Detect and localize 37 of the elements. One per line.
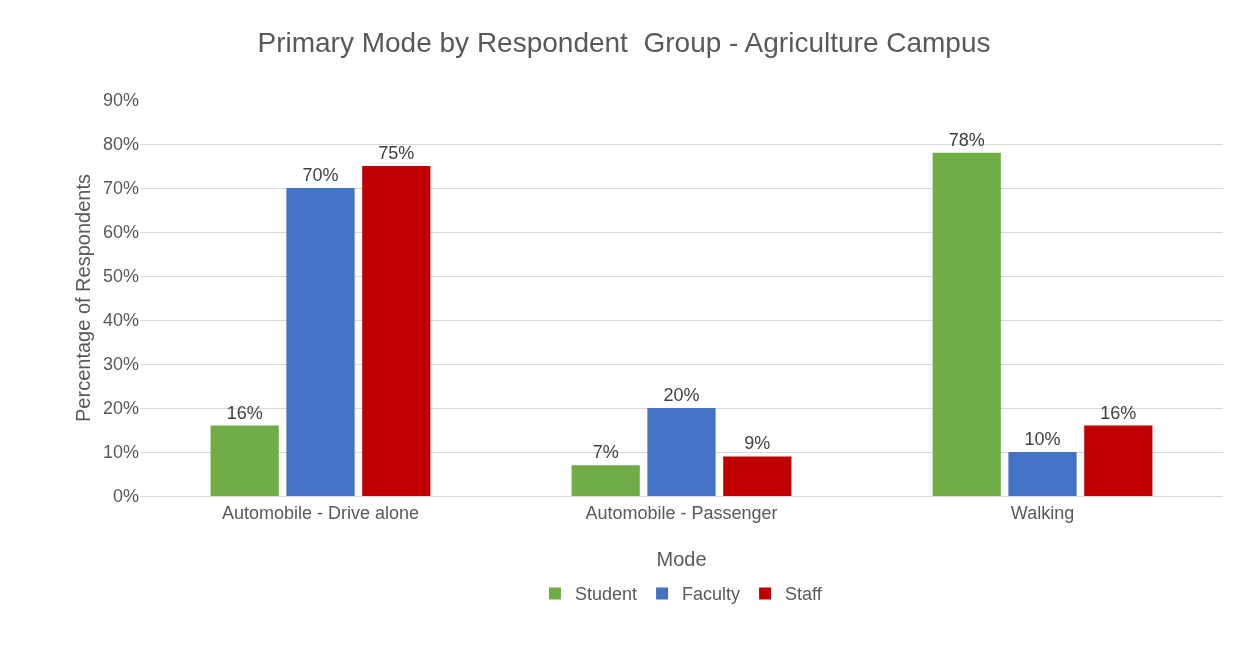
x-tick-label: Walking	[1010, 502, 1075, 523]
y-axis-title: Percentage of Respondents	[72, 174, 94, 422]
data-label: 16%	[226, 402, 263, 423]
bar	[1008, 452, 1077, 496]
bar	[723, 456, 792, 496]
legend-label: Staff	[785, 584, 823, 605]
bar	[286, 188, 355, 496]
y-tick-label: 80%	[102, 134, 139, 155]
x-axis-title: Mode	[656, 548, 707, 570]
y-tick-label: 10%	[102, 442, 139, 463]
legend-label: Student	[575, 584, 638, 605]
bar	[362, 166, 431, 496]
y-tick-label: 60%	[102, 222, 139, 243]
bar	[210, 425, 279, 496]
chart-title: Primary Mode by Respondent Group - Agriculture Campus	[257, 26, 991, 58]
y-tick-label: 90%	[102, 90, 139, 111]
data-label: 16%	[1100, 402, 1137, 423]
y-tick-label: 40%	[102, 310, 139, 331]
data-label: 70%	[302, 165, 339, 185]
data-label: 78%	[948, 129, 985, 150]
y-tick-label: 30%	[102, 354, 139, 375]
x-tick-label: Automobile - Drive alone	[221, 502, 420, 523]
y-tick-label: 20%	[102, 398, 139, 419]
bar	[571, 465, 640, 496]
data-label: 10%	[1024, 429, 1061, 449]
y-tick-label: 70%	[102, 178, 139, 199]
bar	[647, 408, 716, 496]
y-tick-label: 0%	[112, 486, 139, 507]
y-tick-label: 50%	[102, 266, 139, 287]
data-label: 7%	[592, 442, 619, 463]
bar	[932, 152, 1001, 496]
data-label: 75%	[378, 143, 415, 163]
legend-label: Faculty	[682, 584, 741, 605]
bar	[1084, 425, 1153, 496]
data-label: 20%	[663, 385, 700, 405]
x-tick-label: Automobile - Passenger	[585, 502, 778, 523]
data-label: 9%	[744, 433, 771, 454]
